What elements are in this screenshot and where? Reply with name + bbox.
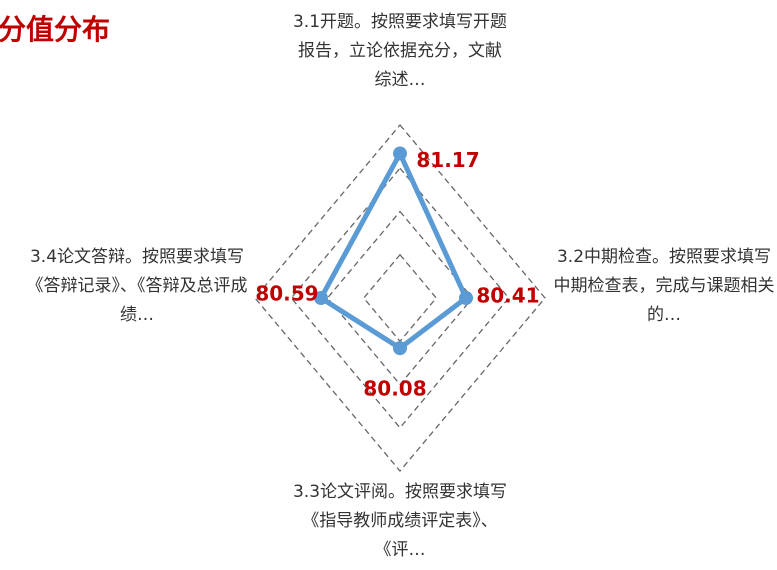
data-point — [393, 146, 407, 161]
grid-ring — [290, 167, 510, 429]
data-point — [393, 341, 407, 356]
axis-label: 3.1开题。按照要求填写开题报告，立论依据充分，文献综述… — [292, 12, 508, 90]
chart-title: 分值分布 — [0, 13, 111, 46]
data-point — [313, 291, 328, 305]
data-label: 80.59 — [255, 282, 318, 306]
grid-ring — [254, 123, 546, 473]
axis-label: 3.2中期检查。按照要求填写中期检查表，完成与课题相关的… — [553, 247, 775, 325]
data-point — [458, 291, 473, 305]
data-line — [318, 151, 469, 351]
grid-ring — [326, 210, 474, 386]
axis-label: 3.4论文答辩。按照要求填写《答辩记录》、《答辩及总评成绩… — [26, 247, 248, 325]
data-label: 81.17 — [416, 148, 479, 172]
data-label: 80.41 — [476, 284, 539, 308]
axis-label: 3.3论文评阅。按照要求填写《指导教师成绩评定表》、《评… — [292, 482, 508, 560]
data-label: 80.08 — [363, 377, 426, 401]
